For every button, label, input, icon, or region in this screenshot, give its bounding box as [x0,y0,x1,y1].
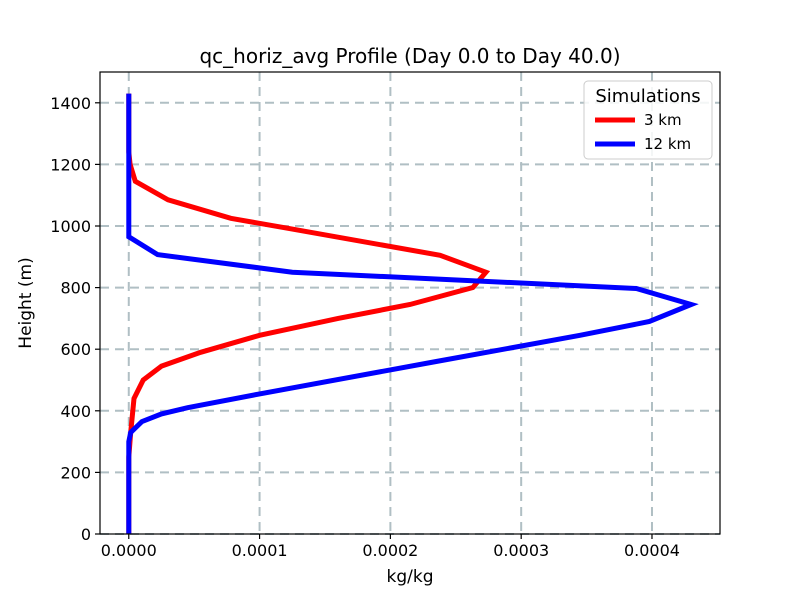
series-line-12km [126,93,699,534]
y-axis-title: Height (m) [16,257,36,348]
x-tick-label: 0.0002 [362,541,418,560]
legend-title: Simulations [595,86,700,107]
series-layer [126,93,699,534]
y-tick-label: 200 [60,463,91,482]
y-tick-label: 600 [60,340,91,359]
y-axis: 0 200 400 600 800 1000 1200 1400 [50,94,100,544]
legend-label-3km: 3 km [644,111,682,129]
legend: Simulations 3 km 12 km [583,80,713,160]
y-tick-label: 1400 [50,94,91,113]
x-axis-title: kg/kg [387,567,434,587]
legend-label-12km: 12 km [644,135,691,153]
x-tick-label: 0.0003 [493,541,549,560]
chart-title: qc_horiz_avg Profile (Day 0.0 to Day 40.… [199,44,620,68]
y-tick-label: 400 [60,402,91,421]
y-tick-label: 1200 [50,155,91,174]
y-tick-label: 0 [81,525,91,544]
x-tick-label: 0.0001 [232,541,288,560]
y-tick-label: 1000 [50,217,91,236]
legend-box [583,80,713,160]
y-tick-label: 800 [60,279,91,298]
x-axis: 0.0000 0.0001 0.0002 0.0003 0.0004 [101,534,680,560]
series-line-3km [126,93,491,534]
x-tick-label: 0.0000 [101,541,157,560]
x-tick-label: 0.0004 [624,541,680,560]
plot-frame [99,71,721,535]
